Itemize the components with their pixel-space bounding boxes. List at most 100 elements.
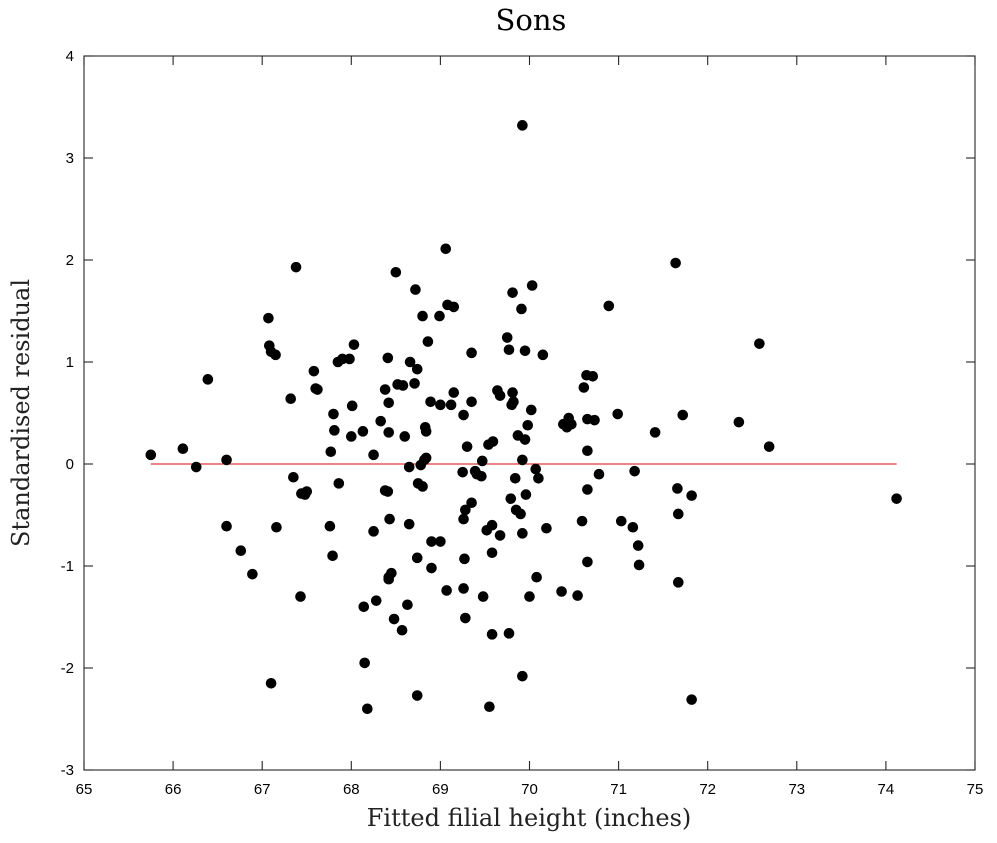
scatter-point (382, 486, 394, 497)
scatter-point (517, 670, 528, 682)
scatter-point (346, 400, 358, 412)
scatter-point (672, 577, 684, 588)
scatter-point (426, 562, 437, 574)
scatter-point (420, 426, 432, 437)
scatter-point (396, 624, 408, 636)
x-tick-label: 65 (76, 781, 93, 798)
scatter-point (383, 397, 395, 409)
scatter-point (448, 301, 460, 313)
x-tick-label: 70 (521, 781, 538, 798)
y-tick-label: -1 (61, 558, 74, 575)
scatter-point (329, 425, 340, 436)
scatter-point (375, 415, 387, 427)
scatter-point (403, 518, 415, 530)
x-tick-label: 72 (699, 781, 716, 798)
scatter-point (388, 613, 400, 625)
scatter-point (221, 520, 232, 532)
scatter-point (457, 466, 468, 478)
scatter-point (677, 409, 689, 421)
scatter-point (344, 353, 355, 365)
scatter-point (221, 454, 232, 466)
scatter-point (270, 349, 281, 361)
scatter-point (411, 690, 423, 701)
scatter-point (460, 612, 471, 624)
scatter-point (384, 513, 395, 525)
scatter-point (582, 556, 593, 568)
scatter-point (422, 336, 434, 347)
scatter-point (754, 338, 765, 349)
scatter-point (476, 470, 487, 482)
scatter-point (509, 472, 521, 484)
scatter-point (466, 497, 477, 509)
scatter-point (327, 550, 338, 562)
scatter-point (541, 522, 552, 534)
scatter-point (522, 419, 534, 431)
scatter-point (263, 312, 274, 324)
scatter-point (411, 363, 423, 375)
scatter-point (763, 441, 775, 452)
scatter-point (507, 387, 518, 398)
y-tick-label: 4 (66, 48, 74, 65)
x-axis-label: Fitted filial height (inches) (367, 804, 692, 832)
scatter-point (359, 657, 370, 669)
scatter-point (346, 431, 357, 442)
y-tick-label: 1 (66, 354, 74, 371)
scatter-point (629, 465, 640, 477)
x-axis-ticks: 65 66 67 68 69 70 71 72 73 74 75 (76, 56, 983, 798)
scatter-point (649, 427, 661, 438)
scatter-point (530, 463, 542, 475)
scatter-point (516, 303, 527, 315)
scatter-point (190, 461, 202, 473)
scatter-point (417, 310, 428, 322)
x-tick-label: 67 (254, 781, 271, 798)
scatter-point (425, 396, 436, 408)
scatter-point (402, 599, 413, 611)
scatter-point (390, 266, 402, 278)
scatter-point (612, 408, 624, 420)
scatter-point (672, 483, 683, 494)
scatter-point (404, 356, 416, 368)
scatter-point (448, 387, 460, 398)
scatter-point (603, 300, 615, 312)
scatter-point (235, 545, 247, 556)
scatter-point (386, 567, 397, 579)
scatter-point (519, 434, 531, 445)
scatter-point (484, 701, 495, 713)
x-tick-label: 68 (343, 781, 360, 798)
data-points (145, 120, 902, 715)
scatter-point (582, 484, 593, 495)
scatter-point (348, 339, 360, 350)
scatter-point (357, 426, 369, 437)
scatter-point (520, 489, 532, 500)
scatter-point (507, 287, 518, 298)
scatter-point (308, 365, 320, 377)
scatter-point (328, 408, 339, 420)
scatter-point (397, 380, 409, 391)
scatter-point (576, 515, 588, 527)
scatter-point (477, 591, 489, 602)
scatter-point (290, 261, 302, 273)
scatter-point (632, 540, 644, 551)
scatter-point (615, 515, 627, 527)
scatter-point (461, 441, 473, 452)
scatter-point (247, 568, 258, 580)
scatter-point (466, 396, 477, 408)
scatter-point (370, 595, 382, 606)
scatter-point (524, 591, 535, 602)
scatter-point (324, 520, 336, 532)
y-tick-label: 3 (66, 150, 74, 167)
scatter-point (440, 243, 452, 255)
scatter-point (505, 493, 517, 504)
scatter-point (177, 443, 189, 455)
scatter-point (466, 347, 477, 359)
x-tick-label: 66 (165, 781, 182, 798)
scatter-point (434, 310, 445, 322)
scatter-point (285, 393, 297, 405)
scatter-point (525, 404, 537, 416)
scatter-point (582, 445, 593, 457)
scatter-point (426, 536, 437, 547)
chart-title: Sons (496, 3, 567, 37)
scatter-point (295, 591, 306, 602)
